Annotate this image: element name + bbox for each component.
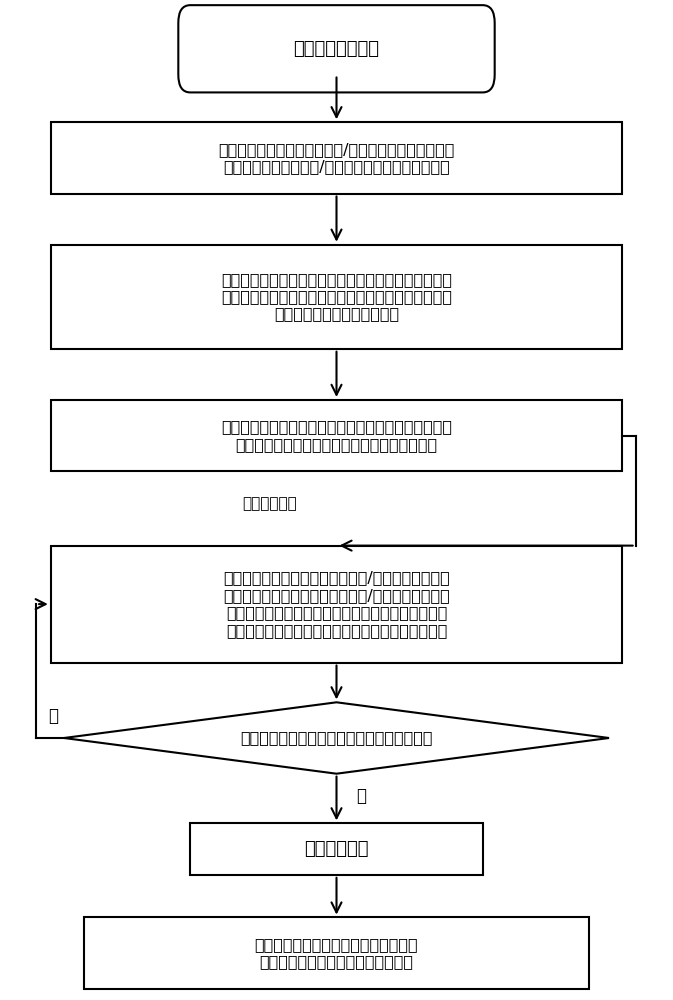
Polygon shape (64, 702, 609, 774)
Bar (190, 823, 483, 875)
Bar (50, 546, 623, 663)
Text: 是: 是 (357, 787, 366, 805)
Text: 将检测值输入机组模型，模拟计算运行不同结霜时间后
机组性能参数以及以此为除霜起点的除霜性能参数和恢
复至除霜前状态时的性能参数: 将检测值输入机组模型，模拟计算运行不同结霜时间后 机组性能参数以及以此为除霜起点… (221, 272, 452, 322)
Text: 判断机组制热运行时间是否达到最佳结霜时间: 判断机组制热运行时间是否达到最佳结霜时间 (240, 730, 433, 746)
Bar (50, 122, 623, 194)
Bar (50, 400, 623, 471)
Text: 间隔一定时间: 间隔一定时间 (243, 496, 297, 511)
Text: 重新检测翅片管换热器的蒸发压力/温度及进口空气温
度和相对湿度、冷凝器的冷凝压力/温度及热水侧进口
温度和流量，并基于上次模拟结果相关参数，模拟计
算该工况下最: 重新检测翅片管换热器的蒸发压力/温度及进口空气温 度和相对湿度、冷凝器的冷凝压力… (223, 571, 450, 638)
Text: 当翅片管换热器底部翅片温度达到设定
值时，机组停止除霜，恢复制热模式: 当翅片管换热器底部翅片温度达到设定 值时，机组停止除霜，恢复制热模式 (254, 937, 419, 969)
Bar (50, 245, 623, 349)
Text: 机组启动除霜: 机组启动除霜 (304, 840, 369, 858)
Text: 检测翅片管换热器的蒸发压力/温度及进口空气温度和湿
度、冷凝器的冷凝压力/温度及热水侧进口温度和流量: 检测翅片管换热器的蒸发压力/温度及进口空气温度和湿 度、冷凝器的冷凝压力/温度及… (218, 142, 455, 174)
Text: 计算该工况下机组不同运行周期性能评价系数，其最大
值对应的结霜时间为该工况下机组最佳结霜时间: 计算该工况下机组不同运行周期性能评价系数，其最大 值对应的结霜时间为该工况下机组… (221, 419, 452, 452)
Text: 机组启动制热模式: 机组启动制热模式 (293, 40, 380, 58)
Text: 否: 否 (48, 707, 58, 725)
Bar (84, 917, 589, 989)
FancyBboxPatch shape (178, 5, 495, 92)
